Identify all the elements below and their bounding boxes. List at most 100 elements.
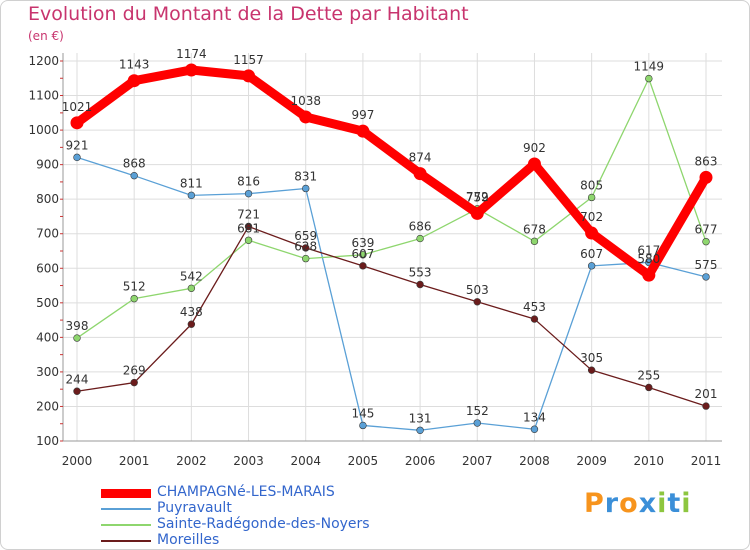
y-tick-label-1000: 1000: [28, 123, 59, 137]
logo-letter: P: [584, 488, 605, 519]
series-1-point-2001: [130, 171, 138, 180]
series-1-label-2005: 145: [351, 406, 374, 420]
series-2-point-2009: [587, 193, 596, 202]
series-3-point-2008: [530, 315, 539, 323]
series-0-label-2003: 1157: [233, 53, 264, 67]
series-1-point-2011: [702, 273, 710, 281]
series-1-point-2003: [244, 189, 253, 198]
series-3-point-2011: [702, 402, 710, 410]
series-2-label-2006: 686: [409, 220, 432, 234]
series-3-label-2011: 201: [695, 387, 718, 401]
series-0-label-2006: 874: [409, 151, 432, 165]
series-1-point-2006: [416, 426, 424, 434]
series-2-label-2001: 512: [123, 280, 146, 294]
series-0-point-2005: [356, 124, 370, 138]
series-3-label-2006: 553: [409, 266, 432, 280]
legend-item-0: CHAMPAGNé-LES-MARAIS: [101, 484, 401, 503]
series-1-label-2001: 868: [123, 157, 146, 171]
y-tick-label-200: 200: [36, 399, 59, 413]
series-3-label-2007: 503: [466, 283, 489, 297]
series-1-label-2006: 131: [409, 411, 432, 425]
series-1-label-2000: 921: [66, 138, 89, 152]
series-0-label-2011: 863: [695, 154, 718, 168]
series-1-point-2002: [187, 191, 196, 200]
series-3-point-2000: [73, 387, 81, 395]
y-tick-label-500: 500: [36, 296, 59, 310]
series-0-label-2004: 1038: [290, 94, 321, 108]
series-1-label-2010: 617: [637, 243, 660, 257]
series-3-point-2010: [645, 383, 653, 392]
series-0-point-2008: [527, 157, 541, 171]
series-line-3: [76, 225, 707, 407]
y-tick-label-600: 600: [36, 261, 59, 275]
series-2-label-2011: 677: [695, 223, 718, 237]
series-2-label-2000: 398: [66, 319, 89, 333]
series-1-label-2004: 831: [294, 169, 317, 183]
series-0-point-2010: [642, 268, 656, 282]
logo-letter: o: [619, 488, 639, 519]
series-0-point-2003: [242, 69, 256, 83]
legend-swatch-1: [101, 508, 151, 510]
logo-letter: r: [604, 488, 620, 519]
series-3-point-2004: [302, 244, 310, 252]
logo-letter: i: [657, 488, 668, 519]
x-tick-label-2010: 2010: [634, 454, 665, 468]
x-tick-label-2000: 2000: [62, 454, 93, 468]
series-1-point-2000: [73, 153, 81, 162]
series-2-point-2000: [73, 334, 81, 342]
series-0-point-2007: [470, 206, 484, 220]
y-tick-label-100: 100: [36, 434, 59, 448]
x-tick-label-2011: 2011: [691, 454, 722, 468]
series-3-point-2003: [244, 222, 253, 231]
series-1-point-2004: [302, 184, 310, 193]
series-1-label-2002: 811: [180, 176, 203, 190]
series-line-2: [76, 77, 707, 339]
series-line-0: [72, 65, 711, 280]
series-1-point-2007: [473, 419, 481, 427]
chart-title: Evolution du Montant de la Dette par Hab…: [28, 3, 469, 25]
series-2-point-2011: [702, 237, 710, 246]
y-tick-label-700: 700: [36, 227, 59, 241]
series-2-point-2001: [130, 294, 138, 303]
x-tick-label-2006: 2006: [405, 454, 436, 468]
series-1-label-2008: 134: [523, 410, 546, 424]
series-3-point-2009: [587, 366, 596, 374]
x-tick-label-2007: 2007: [462, 454, 493, 468]
logo-letter: x: [638, 488, 658, 519]
series-2-point-2002: [187, 284, 196, 293]
series-3-label-2001: 269: [123, 364, 146, 378]
series-2-label-2002: 542: [180, 269, 203, 283]
series-0-label-2002: 1174: [176, 47, 207, 61]
series-3-point-2002: [187, 320, 196, 328]
y-tick-label-400: 400: [36, 330, 59, 344]
series-0-label-2009: 702: [580, 210, 603, 224]
series-0-label-2001: 1143: [119, 58, 150, 72]
legend-label-2: Sainte-Radégonde-des-Noyers: [157, 516, 370, 532]
series-1-label-2011: 575: [695, 258, 718, 272]
series-2-point-2008: [530, 237, 539, 246]
series-2-label-2008: 678: [523, 222, 546, 236]
series-3-point-2007: [473, 298, 481, 306]
series-3-label-2004: 659: [294, 229, 317, 243]
series-0-label-2008: 902: [523, 141, 546, 155]
series-0-point-2006: [413, 167, 427, 181]
x-tick-label-2008: 2008: [519, 454, 550, 468]
series-1-label-2003: 816: [237, 175, 260, 189]
series-3-label-2010: 255: [637, 368, 660, 382]
series-2-point-2010: [645, 74, 653, 83]
series-1-point-2009: [587, 262, 596, 270]
series-0-label-2000: 1021: [62, 100, 93, 114]
series-0-point-2000: [70, 116, 84, 130]
series-2-label-2004: 628: [294, 240, 317, 254]
series-0-point-2001: [127, 74, 141, 88]
series-2-label-2010: 1149: [634, 60, 665, 74]
series-3-label-2000: 244: [66, 372, 89, 386]
series-3-point-2006: [416, 280, 424, 289]
series-2-label-2005: 639: [351, 236, 374, 250]
legend-swatch-3: [101, 540, 151, 542]
legend-label-0: CHAMPAGNé-LES-MARAIS: [157, 484, 335, 500]
y-axis-unit: (en €): [28, 29, 64, 43]
series-0-point-2011: [699, 170, 713, 184]
